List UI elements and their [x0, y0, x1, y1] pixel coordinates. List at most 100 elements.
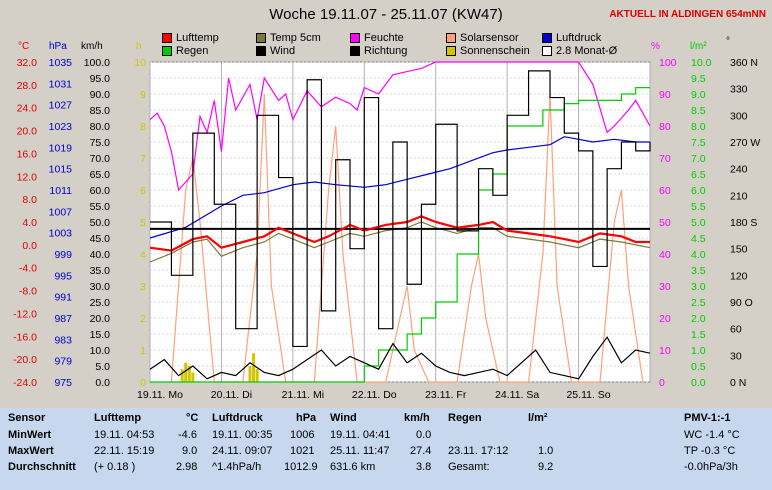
humidity-tick-label: 100 — [659, 57, 677, 69]
rain-tick-label: 0.5 — [691, 361, 706, 373]
temp-tick-label: -16.0 — [13, 331, 37, 343]
day-label: 22.11. Do — [352, 389, 397, 401]
legend-item: Regen — [162, 45, 208, 57]
luftdruck-min-value: 1006 — [290, 429, 315, 441]
day-label: 21.11. Mi — [282, 389, 324, 401]
temp-tick-label: 16.0 — [17, 148, 38, 160]
legend-item: Feuchte — [350, 32, 404, 44]
temp-tick-label: 0.0 — [22, 240, 37, 252]
wind-distance: 631.6 km — [330, 461, 376, 473]
direction-tick-label: 120 — [730, 270, 748, 282]
wind-tick-label: 40.0 — [90, 249, 111, 261]
wind-min-value: 0.0 — [416, 429, 432, 441]
direction-tick-label: 270 W — [730, 137, 760, 149]
rain-tick-label: 1.5 — [691, 329, 706, 341]
legend-label: Regen — [176, 45, 209, 57]
luftdruck-min-time: 19.11. 00:35 — [212, 429, 273, 441]
sunshine-bar — [255, 369, 259, 382]
rain-tick-label: 6.5 — [691, 169, 706, 181]
wind-tick-label: 90.0 — [90, 89, 111, 101]
rain-axis-unit: l/m² — [690, 41, 707, 52]
sunshine-bar — [184, 362, 188, 382]
pressure-tick-label: 1003 — [49, 228, 73, 240]
wind-tick-label: 15.0 — [90, 329, 111, 341]
humidity-tick-label: 30 — [659, 281, 671, 293]
pressure-tick-label: 1011 — [49, 185, 72, 197]
sun-tick-label: 7 — [140, 153, 146, 165]
temp-tick-label: 32.0 — [17, 57, 38, 69]
rain-tick-label: 9.0 — [691, 89, 706, 101]
hdr-wind: Wind — [330, 412, 357, 424]
direction-tick-label: 240 — [730, 164, 748, 176]
wind-avg-value: 3.8 — [416, 461, 432, 473]
temp-tick-label: 8.0 — [22, 194, 37, 206]
sun-axis-unit: h — [136, 41, 142, 52]
day-label: 19.11. Mo — [137, 389, 183, 401]
series-wind — [149, 336, 651, 380]
lufttemp-min-time: 19.11. 04:53 — [94, 429, 155, 441]
pressure-tick-label: 1015 — [49, 164, 73, 176]
wind-tick-label: 35.0 — [90, 265, 111, 277]
wind-axis-unit: km/h — [81, 41, 103, 52]
direction-tick-label: 180 S — [730, 217, 757, 229]
direction-tick-label: 30 — [730, 350, 742, 362]
legend-swatch — [542, 46, 552, 56]
legend-item: 2.8 Monat-Ø — [542, 45, 617, 57]
direction-tick-label: 0 N — [730, 377, 746, 389]
luftdruck-avg-value: 1012.9 — [284, 461, 318, 473]
direction-tick-label: 330 — [730, 84, 748, 96]
lufttemp-avg-trend: (+ 0.18 ) — [94, 461, 136, 473]
rain-tick-label: 7.5 — [691, 137, 706, 149]
wind-min-time: 19.11. 04:41 — [330, 429, 391, 441]
legend-swatch — [256, 33, 266, 43]
rain-tick-label: 6.0 — [691, 185, 706, 197]
humidity-tick-label: 50 — [659, 217, 671, 229]
hdr-wind-unit: km/h — [404, 412, 430, 424]
pressure-tick-label: 1035 — [49, 57, 73, 69]
legend-swatch — [446, 33, 456, 43]
regen-max-value: 1.0 — [538, 445, 554, 457]
legend-label: Sonnenschein — [460, 45, 530, 57]
wind-tick-label: 80.0 — [90, 121, 111, 133]
wind-tick-label: 50.0 — [90, 217, 111, 229]
wind-tick-label: 0.0 — [95, 377, 110, 389]
legend-item: Wind — [256, 45, 295, 57]
sun-tick-label: 6 — [140, 185, 146, 197]
rain-tick-label: 2.0 — [691, 313, 706, 325]
regen-total-label: Gesamt: — [448, 461, 490, 473]
temp-tick-label: 20.0 — [17, 126, 38, 138]
wind-tick-label: 70.0 — [90, 153, 111, 165]
regen-max-time: 23.11. 17:12 — [448, 445, 509, 457]
wind-tick-label: 100.0 — [84, 57, 110, 69]
wind-tick-label: 45.0 — [90, 233, 111, 245]
location-banner: AKTUELL IN ALDINGEN 654mNN — [609, 9, 766, 20]
chart-title: Woche 19.11.07 - 25.11.07 (KW47) — [269, 6, 503, 23]
wind-tick-label: 95.0 — [90, 73, 111, 85]
rain-tick-label: 10.0 — [691, 57, 712, 69]
pressure-tick-label: 1027 — [49, 100, 73, 112]
humidity-tick-label: 60 — [659, 185, 671, 197]
sun-tick-label: 5 — [140, 217, 146, 229]
day-label: 24.11. Sa — [495, 389, 539, 401]
legend-swatch — [542, 33, 552, 43]
row-label: MinWert — [8, 429, 52, 441]
rain-tick-label: 8.0 — [691, 121, 706, 133]
hdr-luftdruck: Luftdruck — [212, 412, 263, 424]
legend-swatch — [162, 46, 172, 56]
direction-tick-label: 150 — [730, 244, 748, 256]
humidity-tick-label: 0 — [659, 377, 665, 389]
rain-tick-label: 3.5 — [691, 265, 706, 277]
legend-item: Sonnenschein — [446, 45, 530, 57]
direction-tick-label: 60 — [730, 324, 742, 336]
humidity-tick-label: 90 — [659, 89, 671, 101]
rain-tick-label: 9.5 — [691, 73, 706, 85]
temp-tick-label: 24.0 — [17, 103, 38, 115]
temp-tick-label: 28.0 — [17, 80, 38, 92]
rain-tick-label: 4.5 — [691, 233, 706, 245]
legend-item: Temp 5cm — [256, 32, 321, 44]
pressure-tick-label: 1007 — [49, 206, 73, 218]
sun-tick-label: 1 — [140, 345, 146, 357]
temp-axis-unit: °C — [18, 41, 30, 52]
temp-tick-label: -24.0 — [13, 377, 37, 389]
row-label: MaxWert — [8, 445, 54, 457]
